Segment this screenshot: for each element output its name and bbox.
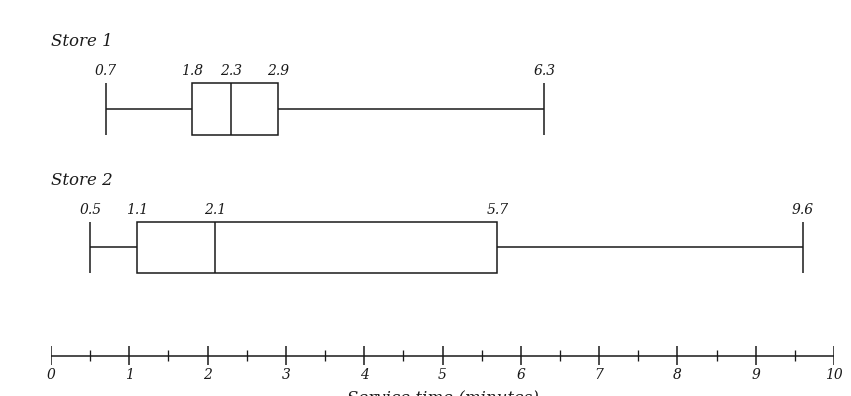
Text: 9: 9 bbox=[751, 368, 760, 382]
Text: 9.6: 9.6 bbox=[791, 203, 814, 217]
Text: 2: 2 bbox=[203, 368, 212, 382]
Text: 8: 8 bbox=[673, 368, 682, 382]
Text: 1.1: 1.1 bbox=[126, 203, 148, 217]
Text: 5: 5 bbox=[438, 368, 447, 382]
Text: 1.8: 1.8 bbox=[181, 64, 203, 78]
Text: 2.9: 2.9 bbox=[267, 64, 289, 78]
Text: 6: 6 bbox=[517, 368, 525, 382]
Text: 6.3: 6.3 bbox=[534, 64, 556, 78]
Text: 0: 0 bbox=[47, 368, 55, 382]
Text: 0.5: 0.5 bbox=[79, 203, 101, 217]
Text: 3: 3 bbox=[282, 368, 290, 382]
Text: 10: 10 bbox=[825, 368, 842, 382]
Text: 2.1: 2.1 bbox=[204, 203, 226, 217]
Text: 2.3: 2.3 bbox=[220, 64, 243, 78]
Text: 5.7: 5.7 bbox=[486, 203, 508, 217]
Text: Store 1: Store 1 bbox=[51, 34, 113, 51]
Text: Service time (minutes): Service time (minutes) bbox=[346, 390, 539, 396]
Text: 0.7: 0.7 bbox=[94, 64, 117, 78]
Bar bbox=[137, 222, 497, 273]
Text: 4: 4 bbox=[360, 368, 368, 382]
Bar bbox=[192, 83, 278, 135]
Text: Store 2: Store 2 bbox=[51, 172, 113, 189]
Text: 7: 7 bbox=[595, 368, 603, 382]
Text: 1: 1 bbox=[125, 368, 134, 382]
